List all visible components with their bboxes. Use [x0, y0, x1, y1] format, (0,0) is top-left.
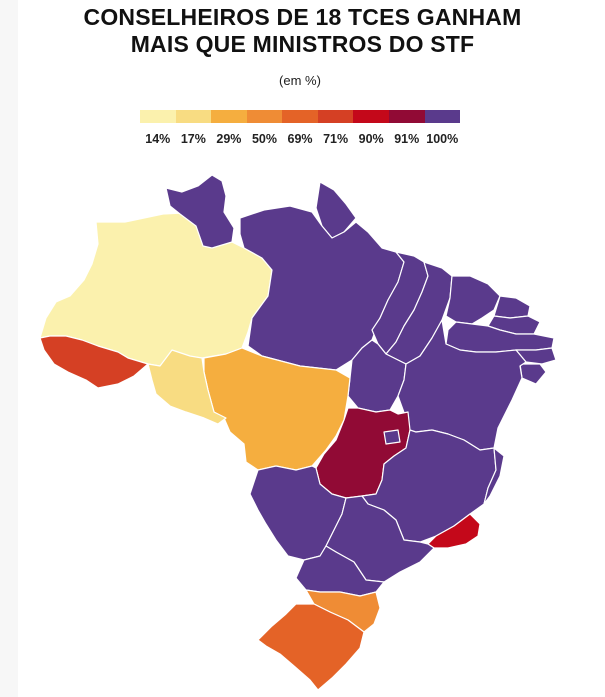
legend-swatch-100 — [424, 110, 461, 123]
map-title-line-1: CONSELHEIROS DE 18 TCES GANHAM — [83, 4, 522, 30]
state-ceara[interactable] — [445, 275, 501, 325]
legend-swatch-69 — [282, 110, 318, 123]
legend-swatch-29 — [211, 110, 247, 123]
legend-swatch-50 — [246, 110, 283, 123]
legend-label: 69% — [287, 132, 313, 146]
legend-label-row: 14% 17% 29% 50% 69% 71% 90% 91% 100% — [140, 132, 460, 146]
state-roraima[interactable] — [165, 174, 235, 249]
legend-label: 50% — [251, 132, 277, 146]
state-distrito-federal[interactable] — [383, 429, 401, 445]
map-title: CONSELHEIROS DE 18 TCES GANHAM MAIS QUE … — [0, 4, 605, 58]
state-rio-grande-do-sul[interactable] — [257, 603, 365, 691]
map-title-line-2: MAIS QUE MINISTROS DO STF — [130, 31, 475, 57]
legend-label: 90% — [358, 132, 384, 146]
legend-label: 29% — [216, 132, 242, 146]
legend-label: 100% — [426, 132, 459, 146]
legend-swatch-91 — [388, 110, 425, 123]
legend-label: 17% — [180, 132, 206, 146]
legend-swatch-71 — [317, 110, 354, 123]
state-espirito-santo[interactable] — [483, 447, 505, 505]
legend-swatch-bar — [140, 110, 461, 123]
color-legend: 14% 17% 29% 50% 69% 71% 90% 91% 100% — [140, 110, 461, 150]
legend-swatch-17 — [175, 110, 212, 123]
legend-swatch-90 — [353, 110, 389, 123]
state-acre[interactable] — [39, 335, 149, 389]
legend-label: 14% — [145, 132, 171, 146]
state-rondonia[interactable] — [147, 349, 227, 425]
legend-label: 71% — [323, 132, 349, 146]
state-sergipe[interactable] — [519, 363, 547, 385]
legend-swatch-14 — [140, 110, 176, 123]
left-margin-strip — [0, 0, 18, 697]
state-rio-grande-do-norte[interactable] — [493, 295, 531, 319]
legend-label: 91% — [394, 132, 420, 146]
map-subtitle: (em %) — [279, 73, 321, 88]
